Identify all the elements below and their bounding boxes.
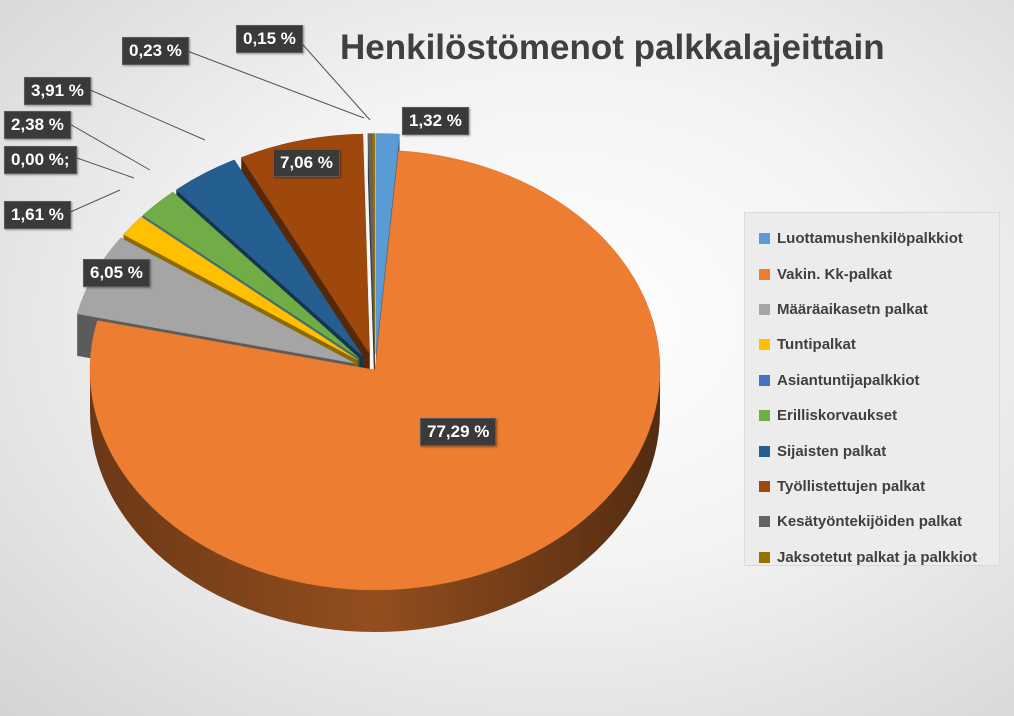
data-label-3: 1,61 %: [4, 201, 71, 229]
chart-title: Henkilöstömenot palkkalajeittain: [340, 28, 885, 67]
slice-wall-8-0: [367, 133, 375, 396]
data-label-6: 3,91 %: [24, 77, 91, 105]
legend-swatch: [759, 410, 770, 422]
data-label-4: 0,00 %;: [4, 146, 77, 174]
legend-label: Työllistettujen palkat: [777, 477, 926, 495]
legend: Luottamushenkilöpalkkiot Vakin. Kk-palkat…: [744, 212, 1000, 566]
legend-label: Tuntipalkat: [777, 336, 856, 354]
legend-label: Luottamushenkilöpalkkiot: [777, 230, 963, 248]
pie-slice-4: [141, 215, 359, 360]
leader-line-3: [67, 189, 121, 214]
legend-item: Erilliskorvaukset: [759, 398, 999, 433]
legend-swatch: [759, 374, 770, 386]
legend-label: Kesätyöntekijöiden palkat: [777, 513, 963, 531]
legend-label: Sijaisten palkat: [777, 442, 887, 460]
legend-item: Sijaisten palkat: [759, 433, 999, 468]
legend-item: Luottamushenkilöpalkkiot: [759, 221, 999, 256]
legend-swatch: [759, 339, 770, 351]
legend-swatch: [759, 516, 770, 528]
leader-line-4: [76, 157, 135, 179]
data-label-0: 1,32 %: [402, 107, 469, 135]
legend-swatch: [759, 303, 770, 315]
legend-label: Määräaikasetn palkat: [777, 300, 928, 318]
data-label-2: 6,05 %: [83, 259, 150, 287]
pie-slice-3: [123, 216, 358, 361]
legend-label: Erilliskorvaukset: [777, 407, 898, 425]
legend-item: Asiantuntijapalkkiot: [759, 363, 999, 398]
legend-item: Tuntipalkat: [759, 327, 999, 362]
legend-item: Vakin. Kk-palkat: [759, 256, 999, 291]
legend-item: Kesätyöntekijöiden palkat: [759, 504, 999, 539]
legend-item: Jaksotetut palkat ja palkkiot: [759, 540, 999, 575]
legend-swatch: [759, 268, 770, 280]
data-label-7: 7,06 %: [273, 149, 340, 177]
legend-label: Asiantuntijapalkkiot: [777, 371, 920, 389]
data-label-5: 2,38 %: [4, 111, 71, 139]
legend-label: Jaksotetut palkat ja palkkiot: [777, 548, 978, 566]
leader-line-5: [67, 122, 151, 171]
pie-slice-0: [375, 133, 400, 354]
legend-swatch: [759, 480, 770, 492]
data-label-9: 0,15 %: [236, 25, 303, 53]
pie-slice-7: [240, 133, 370, 355]
pie-slice-8: [367, 133, 375, 354]
legend-swatch: [759, 445, 770, 457]
leader-line-8: [181, 48, 365, 119]
data-label-1: 77,29 %: [420, 418, 497, 446]
legend-item: Määräaikasetn palkat: [759, 292, 999, 327]
legend-swatch: [759, 551, 770, 563]
legend-item: Työllistettujen palkat: [759, 469, 999, 504]
leader-line-6: [87, 88, 206, 141]
legend-label: Vakin. Kk-palkat: [777, 265, 893, 283]
pie-slice-6: [175, 159, 363, 357]
pie-slice-5: [142, 191, 360, 359]
slice-side-1: [90, 370, 660, 632]
leader-line-9: [295, 36, 371, 121]
pie-slice-9: [371, 133, 376, 354]
legend-swatch: [759, 233, 770, 245]
data-label-8: 0,23 %: [122, 37, 189, 65]
pie-slice-1: [89, 150, 661, 591]
